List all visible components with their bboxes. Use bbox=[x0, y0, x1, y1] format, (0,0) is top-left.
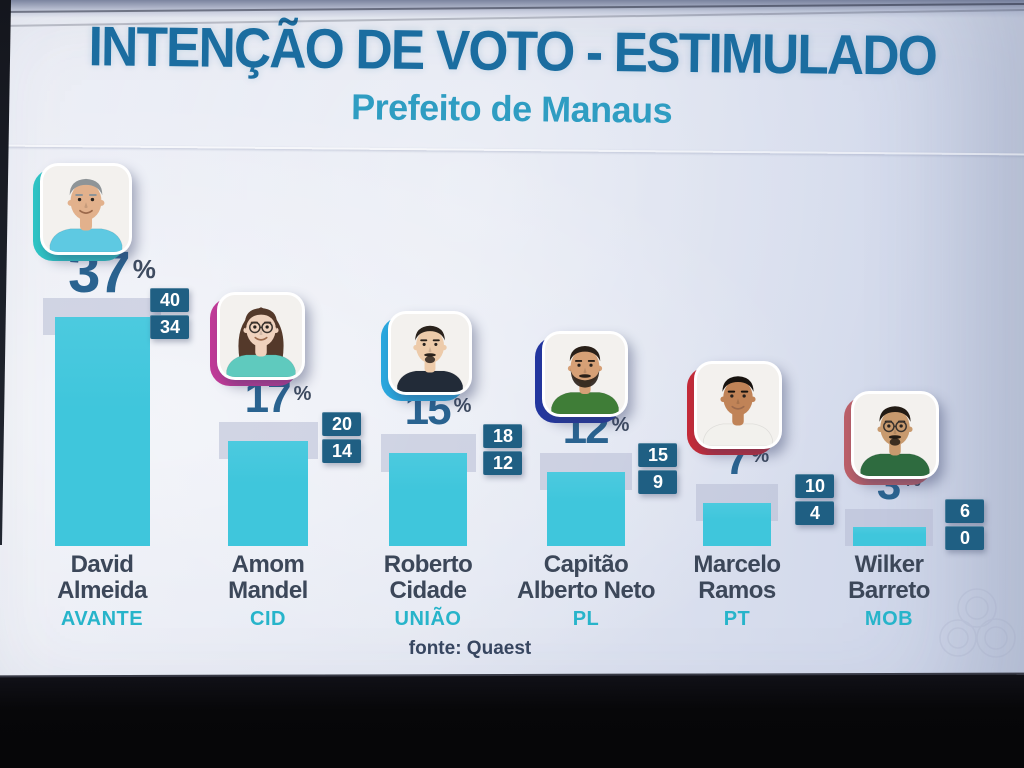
candidate-name: Ramos bbox=[698, 577, 776, 604]
error-bound-badges: 18 12 bbox=[483, 424, 522, 476]
candidate-name: Cidade bbox=[389, 577, 467, 604]
avatar-illustration bbox=[854, 394, 936, 476]
source-label: fonte: Quaest bbox=[408, 638, 532, 659]
candidate-photo bbox=[217, 292, 305, 380]
lower-bound-badge: 34 bbox=[150, 315, 189, 339]
candidate-photo bbox=[542, 331, 628, 417]
error-bound-badges: 15 9 bbox=[638, 443, 677, 494]
poll-subtitle: Prefeito de Manaus bbox=[350, 85, 673, 131]
candidate-photo bbox=[694, 361, 782, 449]
candidate-label: Roberto Cidade UNIÃO bbox=[333, 552, 523, 631]
candidate-name: Mandel bbox=[228, 577, 308, 604]
lower-bound-badge: 12 bbox=[483, 451, 522, 476]
candidate-photo bbox=[388, 311, 472, 395]
party-label: CID bbox=[250, 608, 286, 630]
party-label: AVANTE bbox=[60, 608, 144, 630]
error-bound-badges: 10 4 bbox=[795, 474, 834, 525]
avatar-illustration bbox=[43, 166, 129, 252]
error-bound-badges: 20 14 bbox=[322, 412, 361, 463]
avatar-illustration bbox=[697, 364, 779, 446]
percent-sign: % bbox=[132, 253, 156, 284]
party-label: MOB bbox=[864, 608, 914, 630]
percent-sign: % bbox=[453, 394, 472, 417]
candidate-photo bbox=[40, 163, 132, 255]
lower-bound-badge: 9 bbox=[638, 470, 677, 494]
candidate-name: Almeida bbox=[57, 577, 147, 604]
party-label: PT bbox=[723, 608, 751, 630]
upper-bound-badge: 15 bbox=[638, 443, 677, 467]
upper-bound-badge: 18 bbox=[483, 424, 522, 449]
bottom-bezel bbox=[0, 672, 1024, 768]
candidate-name: Roberto bbox=[383, 551, 473, 578]
error-bound-badges: 40 34 bbox=[150, 288, 189, 339]
upper-bound-badge: 40 bbox=[150, 288, 189, 312]
avatar-illustration bbox=[220, 295, 302, 377]
upper-bound-badge: 6 bbox=[945, 498, 984, 523]
estimate-bar bbox=[703, 502, 771, 546]
estimate-bar bbox=[852, 527, 926, 546]
lower-bound-badge: 4 bbox=[795, 501, 834, 525]
candidate-name: Wilker bbox=[854, 551, 924, 578]
upper-bound-badge: 10 bbox=[795, 474, 834, 498]
estimate-bar bbox=[228, 440, 308, 546]
candidate-name: Capitão bbox=[543, 551, 629, 578]
candidate-name: David bbox=[70, 551, 134, 578]
candidate-label: Marcelo Ramos PT bbox=[642, 552, 832, 631]
percent-sign: % bbox=[293, 382, 312, 405]
left-bezel-edge bbox=[0, 0, 11, 545]
avatar-illustration bbox=[545, 334, 625, 414]
candidate-name: Amom bbox=[231, 551, 305, 578]
candidate-label: David Almeida AVANTE bbox=[7, 552, 197, 631]
candidate-name: Marcelo bbox=[693, 551, 781, 578]
watermark-icon bbox=[939, 588, 1016, 658]
candidate-name: Barreto bbox=[848, 577, 930, 604]
candidate-label: Amom Mandel CID bbox=[173, 552, 363, 631]
candidate-name: Alberto Neto bbox=[517, 577, 656, 604]
upper-bound-badge: 20 bbox=[322, 412, 361, 436]
estimate-bar bbox=[389, 453, 467, 546]
lower-bound-badge: 14 bbox=[322, 439, 361, 463]
lower-bound-badge: 0 bbox=[945, 525, 984, 550]
estimate-bar bbox=[547, 471, 625, 546]
screen-seam bbox=[0, 144, 1024, 156]
percent-sign: % bbox=[611, 413, 630, 436]
estimate-bar bbox=[54, 316, 150, 546]
candidate-label: Capitão Alberto Neto PL bbox=[491, 552, 681, 631]
candidate-photo bbox=[851, 391, 939, 479]
party-label: PL bbox=[572, 608, 600, 630]
party-label: UNIÃO bbox=[394, 608, 462, 630]
candidate-label: Wilker Barreto MOB bbox=[794, 552, 984, 631]
chart-header: INTENÇÃO DE VOTO - ESTIMULADO Prefeito d… bbox=[0, 14, 1024, 135]
avatar-illustration bbox=[391, 314, 469, 392]
poll-title: INTENÇÃO DE VOTO - ESTIMULADO bbox=[88, 14, 937, 87]
